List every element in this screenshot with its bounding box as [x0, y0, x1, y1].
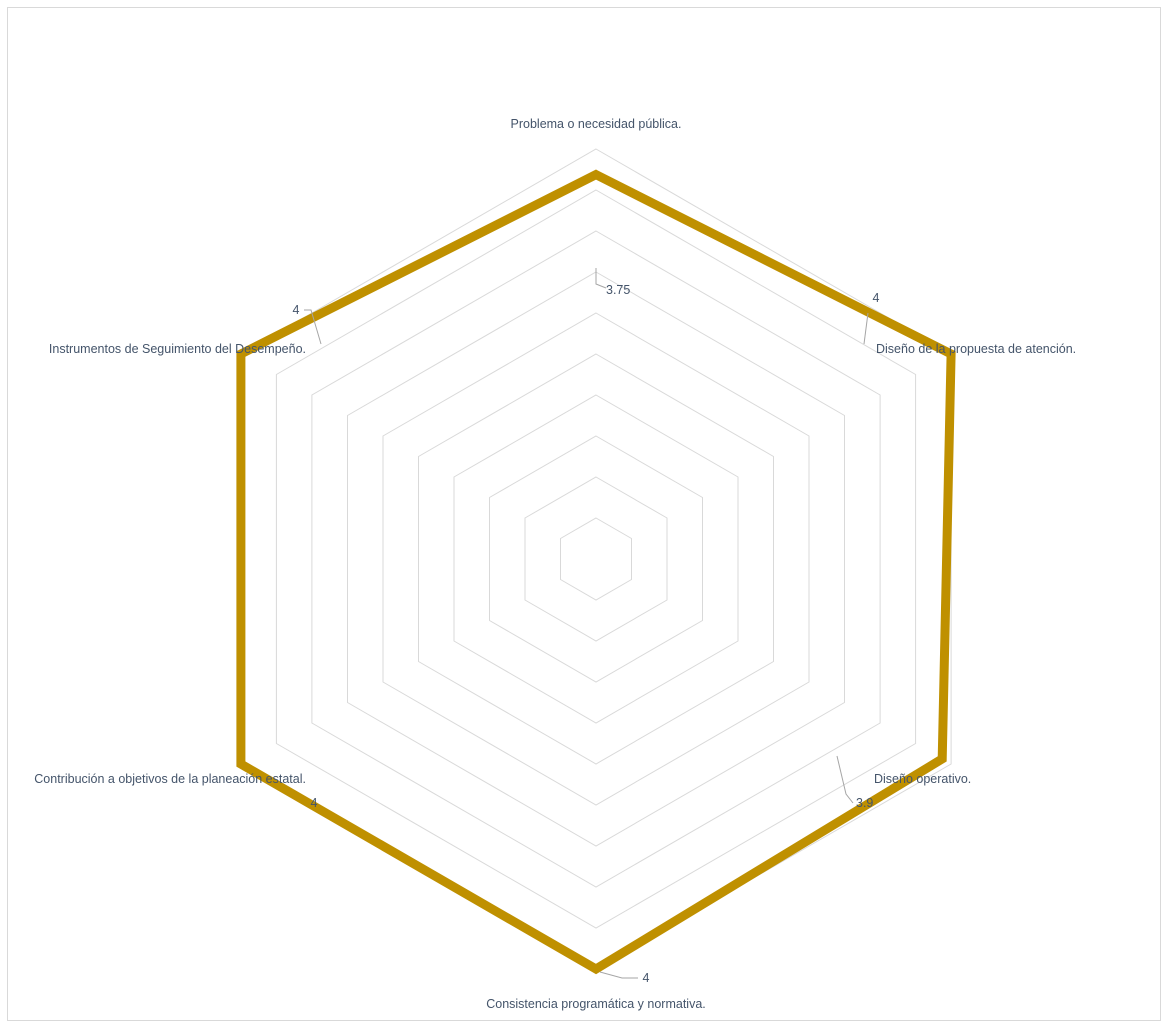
series-layer	[236, 169, 956, 975]
labels-layer: Problema o necesidad pública. Diseño de l…	[34, 117, 1076, 1011]
grid-ring	[347, 271, 845, 847]
data-point	[238, 762, 243, 766]
data-point	[594, 172, 598, 177]
data-label: 4	[873, 291, 880, 305]
data-label: 3.9	[856, 796, 873, 810]
data-label-leader	[599, 971, 638, 979]
data-label: 4	[293, 303, 300, 317]
data-label-leader	[863, 312, 869, 345]
grid-ring	[418, 353, 774, 765]
data-point	[238, 352, 243, 356]
category-label: Contribución a objetivos de la planeació…	[34, 772, 306, 786]
grid-ring	[453, 394, 739, 724]
data-label: 3.75	[606, 283, 630, 297]
grid-ring	[382, 312, 810, 806]
data-label-leader	[304, 309, 322, 345]
category-label: Instrumentos de Seguimiento del Desempeñ…	[49, 342, 306, 356]
category-label: Problema o necesidad pública.	[511, 117, 682, 131]
data-label-leader	[836, 755, 854, 804]
category-label: Diseño operativo.	[874, 772, 971, 786]
data-point	[594, 967, 598, 971]
data-label-leaders	[304, 268, 869, 979]
grid-ring	[275, 189, 917, 929]
data-label: 4	[643, 971, 650, 985]
grid-ring	[489, 435, 703, 683]
grid-ring	[524, 476, 668, 642]
chart-area: Problema o necesidad pública. Diseño de l…	[7, 7, 1161, 1021]
category-label: Diseño de la propuesta de atención.	[876, 342, 1076, 356]
data-point	[949, 352, 954, 356]
data-label-leader	[595, 268, 607, 289]
grid-ring	[311, 230, 881, 888]
radar-chart: Problema o necesidad pública. Diseño de l…	[34, 117, 1076, 1011]
data-label: 4	[311, 796, 318, 810]
data-point	[940, 756, 945, 761]
grid-ring	[560, 517, 632, 601]
category-label: Consistencia programática y normativa.	[486, 997, 706, 1011]
